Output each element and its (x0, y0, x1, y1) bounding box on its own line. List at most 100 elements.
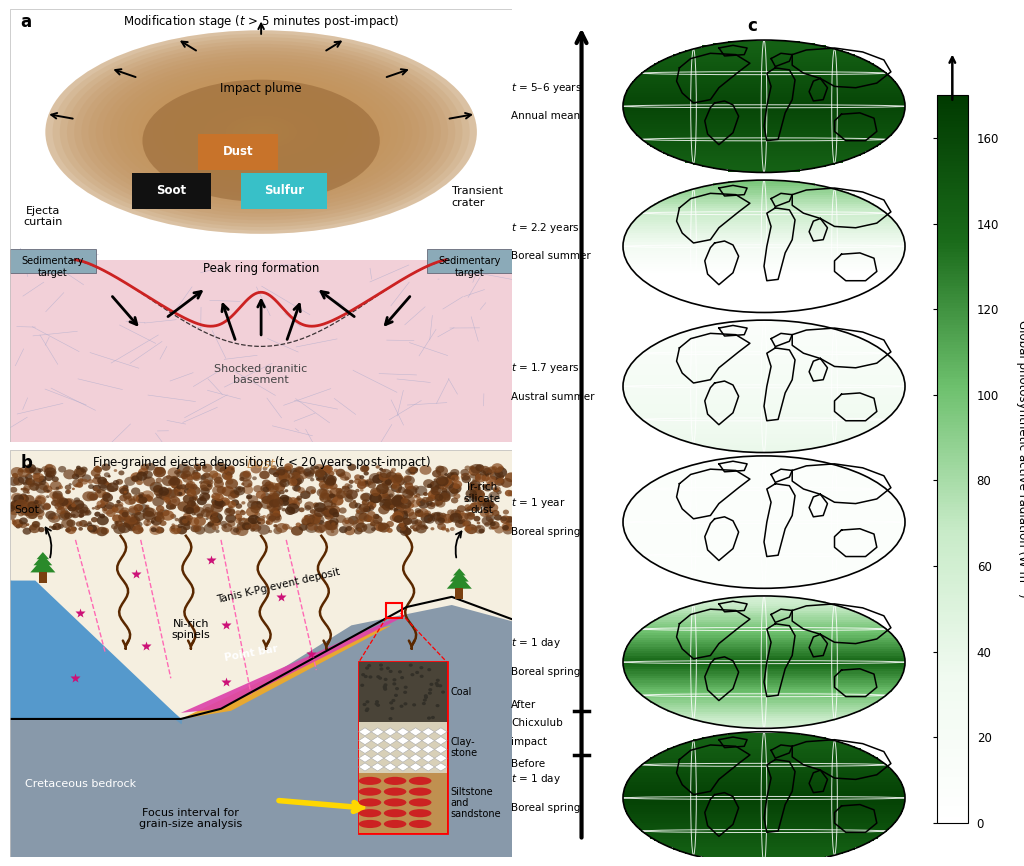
Bar (693, 443, 835, 445)
Circle shape (506, 520, 513, 527)
Bar (627, 675, 901, 678)
Circle shape (138, 494, 143, 498)
Circle shape (339, 471, 351, 481)
Circle shape (29, 524, 40, 533)
Circle shape (126, 515, 137, 524)
Circle shape (124, 495, 136, 505)
Polygon shape (358, 763, 372, 771)
Circle shape (365, 709, 369, 712)
Circle shape (449, 515, 455, 520)
Circle shape (464, 497, 468, 501)
Circle shape (327, 475, 337, 483)
Circle shape (423, 698, 427, 701)
Circle shape (287, 503, 300, 514)
Circle shape (435, 503, 439, 507)
Circle shape (301, 516, 313, 526)
Circle shape (236, 487, 243, 493)
Circle shape (278, 469, 286, 475)
Bar (673, 155, 855, 158)
Circle shape (304, 505, 311, 511)
Circle shape (242, 522, 252, 530)
Circle shape (297, 487, 305, 494)
Bar (713, 583, 815, 585)
Bar (702, 165, 826, 167)
Circle shape (292, 472, 300, 479)
Polygon shape (434, 754, 447, 762)
Circle shape (375, 700, 379, 703)
Polygon shape (384, 763, 396, 771)
Circle shape (92, 477, 101, 484)
Circle shape (413, 527, 418, 532)
Circle shape (398, 522, 404, 527)
Circle shape (88, 479, 93, 484)
Circle shape (324, 507, 328, 510)
Circle shape (452, 477, 455, 481)
Circle shape (214, 494, 224, 501)
Bar (644, 70, 884, 73)
Text: Soot: Soot (157, 184, 186, 197)
Circle shape (124, 516, 131, 521)
Circle shape (426, 496, 433, 502)
Bar (641, 764, 887, 766)
Circle shape (35, 509, 45, 517)
Circle shape (96, 505, 101, 508)
Circle shape (153, 467, 166, 477)
Circle shape (182, 519, 187, 524)
Circle shape (304, 514, 315, 523)
Bar (624, 515, 904, 518)
Circle shape (267, 494, 280, 504)
Circle shape (150, 525, 162, 535)
Bar (624, 111, 904, 113)
Circle shape (336, 514, 346, 523)
Circle shape (102, 493, 113, 502)
Circle shape (395, 504, 401, 509)
Circle shape (495, 488, 499, 492)
Bar (702, 444, 826, 447)
Circle shape (128, 507, 139, 516)
Circle shape (108, 475, 111, 477)
Circle shape (387, 528, 392, 533)
Circle shape (168, 496, 180, 507)
Circle shape (124, 477, 135, 486)
Circle shape (89, 525, 100, 534)
Circle shape (99, 503, 106, 508)
Circle shape (443, 478, 453, 485)
Bar (634, 546, 894, 549)
Bar (668, 845, 860, 848)
Circle shape (67, 503, 73, 509)
Circle shape (250, 518, 254, 520)
Bar (631, 126, 897, 129)
Circle shape (191, 512, 196, 515)
Bar (628, 228, 900, 230)
Circle shape (371, 527, 376, 531)
Bar (650, 66, 878, 68)
Circle shape (308, 514, 321, 525)
Ellipse shape (218, 112, 304, 152)
Circle shape (212, 501, 215, 504)
Bar (728, 309, 801, 312)
Circle shape (79, 513, 84, 518)
Circle shape (427, 518, 432, 521)
Bar (624, 793, 905, 796)
Circle shape (390, 707, 394, 710)
Bar (647, 422, 881, 424)
Circle shape (213, 516, 219, 520)
Circle shape (329, 494, 335, 498)
Circle shape (358, 503, 369, 512)
Circle shape (23, 488, 30, 494)
Circle shape (429, 502, 435, 507)
Circle shape (508, 491, 515, 496)
Circle shape (487, 501, 495, 507)
Circle shape (154, 511, 164, 520)
Bar (668, 197, 860, 199)
Circle shape (402, 481, 408, 485)
Circle shape (238, 488, 242, 490)
Circle shape (206, 511, 216, 519)
Circle shape (49, 526, 52, 528)
Circle shape (296, 467, 303, 473)
Bar (10, 9, 512, 260)
Circle shape (483, 484, 493, 491)
Circle shape (46, 495, 49, 498)
Circle shape (305, 471, 314, 479)
Circle shape (282, 524, 290, 530)
